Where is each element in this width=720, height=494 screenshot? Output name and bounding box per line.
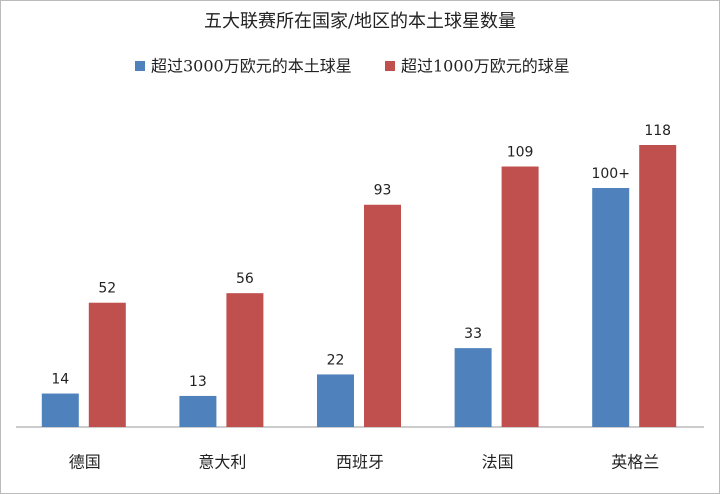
chart-title: 五大联赛所在国家/地区的本土球星数量 bbox=[204, 11, 516, 32]
bar bbox=[226, 293, 264, 427]
legend-label: 超过3000万欧元的本土球星 bbox=[151, 57, 352, 76]
legend-label: 超过1000万欧元的球星 bbox=[401, 57, 570, 76]
legend-swatch bbox=[135, 61, 145, 71]
data-label: 33 bbox=[464, 326, 482, 342]
data-label: 22 bbox=[327, 352, 345, 368]
data-label: 100+ bbox=[591, 166, 629, 182]
x-tick-label: 德国 bbox=[69, 453, 101, 472]
bar bbox=[41, 393, 79, 427]
data-label: 13 bbox=[189, 374, 207, 390]
x-tick-label: 西班牙 bbox=[336, 453, 384, 472]
bar bbox=[179, 395, 217, 427]
data-label: 93 bbox=[374, 183, 392, 199]
legend-swatch bbox=[385, 61, 395, 71]
data-label: 14 bbox=[51, 372, 69, 388]
bar bbox=[501, 166, 539, 427]
data-label: 56 bbox=[236, 271, 254, 287]
bar bbox=[639, 145, 677, 427]
x-tick-label: 法国 bbox=[482, 453, 514, 472]
x-tick-label: 英格兰 bbox=[611, 453, 659, 472]
bar bbox=[317, 374, 354, 427]
x-tick-label: 意大利 bbox=[198, 453, 246, 472]
bar bbox=[454, 348, 492, 427]
bar bbox=[364, 204, 401, 427]
data-label: 118 bbox=[644, 123, 671, 139]
data-label: 109 bbox=[507, 145, 534, 161]
bar bbox=[88, 302, 126, 427]
bar bbox=[592, 188, 630, 427]
data-label: 52 bbox=[98, 281, 116, 297]
